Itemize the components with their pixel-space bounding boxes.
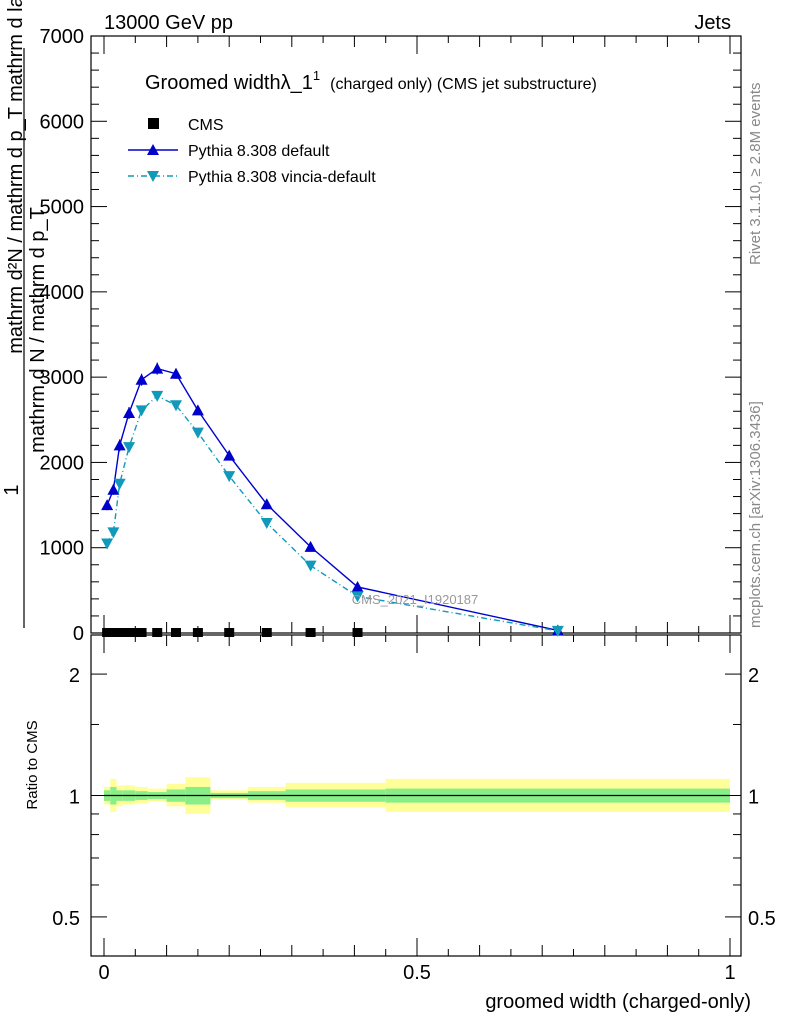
main-y-tick-label: 2000 (40, 452, 85, 474)
legend-marker-pythia-default (147, 144, 159, 155)
pythia-vincia-point (223, 471, 236, 483)
main-y-tick-label: 5000 (40, 197, 85, 219)
legend: CMS Pythia 8.308 default Pythia 8.308 vi… (128, 117, 376, 186)
cms-data-point (224, 628, 235, 637)
main-y-tick-label: 4000 (40, 282, 85, 304)
ratio-y-axis-label: Ratio to CMS (24, 720, 41, 809)
pythia-default-point (135, 373, 148, 385)
pythia-vincia-point (123, 442, 136, 454)
analysis-watermark: CMS_2021_I1920187 (352, 592, 479, 607)
ratio-y-tick-label-right: 2 (748, 665, 759, 687)
cms-data-point (192, 628, 203, 637)
x-tick-label: 0.5 (403, 962, 431, 984)
ratio-y-tick-label-right: 1 (748, 787, 759, 809)
header-energy: 13000 GeV pp (104, 12, 233, 34)
cms-data-point (136, 628, 147, 637)
cms-data-point (127, 628, 138, 637)
plot-title: Groomed widthλ_11 (charged only) (CMS jet… (145, 68, 597, 94)
pythia-vincia-point (260, 517, 273, 529)
pythia-default-point (123, 406, 136, 418)
pythia-default-point (260, 498, 273, 510)
legend-label-pythia-vincia: Pythia 8.308 vincia-default (188, 169, 376, 186)
pythia-default-point (151, 362, 164, 374)
plot-title-suffix: (charged only) (CMS jet substructure) (330, 76, 597, 93)
ratio-y-tick-label-right: 0.5 (748, 908, 776, 930)
pythia-default-point (223, 449, 236, 461)
main-y-tick-label: 0 (73, 623, 84, 645)
legend-label-cms: CMS (188, 117, 224, 134)
cms-data-point (102, 628, 113, 637)
x-tick-label: 0 (98, 962, 109, 984)
pythia-vincia-point (551, 625, 564, 637)
rivet-version-label: Rivet 3.1.10, ≥ 2.8M events (747, 83, 764, 266)
series-line-2 (106, 395, 558, 632)
pythia-vincia-point (135, 405, 148, 417)
legend-label-pythia-default: Pythia 8.308 default (188, 143, 330, 160)
pythia-default-point (113, 439, 126, 451)
x-axis-label: groomed width (charged-only) (485, 991, 751, 1013)
cms-data-point (114, 628, 125, 637)
y-label-one: 1 (1, 484, 23, 495)
y-label-numerator: mathrm d²N / mathrm d p_T mathrm d lambd… (5, 0, 27, 354)
pythia-vincia-point (351, 591, 364, 603)
pythia-vincia-point (304, 560, 317, 572)
cms-data-point (261, 628, 272, 637)
cms-data-point (120, 628, 131, 637)
plot-title-superscript: 1 (313, 68, 320, 83)
pythia-vincia-point (107, 527, 120, 539)
cms-data-point (352, 628, 363, 637)
legend-marker-cms (148, 118, 159, 129)
ratio-y-tick-label: 2 (69, 665, 80, 687)
main-y-tick-label: 3000 (40, 367, 85, 389)
y-label-denominator: mathrm d N / mathrm d p_T (27, 207, 49, 453)
pythia-default-point (304, 540, 317, 552)
pythia-vincia-point (151, 390, 164, 402)
plot-title-main: Groomed widthλ_1 (145, 72, 313, 94)
ratio-y-ticks: 0.5 0.5 1 1 2 2 (52, 665, 776, 930)
pythia-vincia-point (101, 538, 114, 550)
pythia-default-point (169, 367, 182, 379)
legend-marker-pythia-vincia (147, 171, 159, 182)
mcplots-reference-label: mcplots.cern.ch [arXiv:1306.3436] (747, 401, 764, 628)
cms-data-point (108, 628, 119, 637)
main-y-tick-label: 7000 (40, 26, 85, 48)
x-tick-label: 1 (724, 962, 735, 984)
ratio-y-tick-label: 1 (69, 787, 80, 809)
main-y-axis-label: 1 mathrm d²N / mathrm d p_T mathrm d lam… (1, 0, 49, 628)
cms-data-point (170, 628, 181, 637)
cms-data-point (305, 628, 316, 637)
main-y-tick-label: 1000 (40, 538, 85, 560)
series-layer (101, 362, 564, 637)
header-category: Jets (694, 12, 731, 34)
pythia-default-point (351, 580, 364, 592)
pythia-default-point (101, 499, 114, 511)
pythia-default-point (107, 483, 120, 495)
pythia-vincia-point (113, 478, 126, 490)
pythia-vincia-point (191, 427, 204, 439)
main-panel-frame (90, 35, 742, 634)
ratio-y-tick-label: 0.5 (52, 908, 80, 930)
main-y-tick-label: 6000 (40, 111, 85, 133)
pythia-default-point (191, 404, 204, 416)
cms-data-point (152, 628, 163, 637)
main-y-ticks: 0 1000 2000 3000 4000 5000 6000 7000 (40, 26, 741, 645)
ratio-bands (104, 777, 730, 814)
pythia-vincia-point (169, 400, 182, 412)
